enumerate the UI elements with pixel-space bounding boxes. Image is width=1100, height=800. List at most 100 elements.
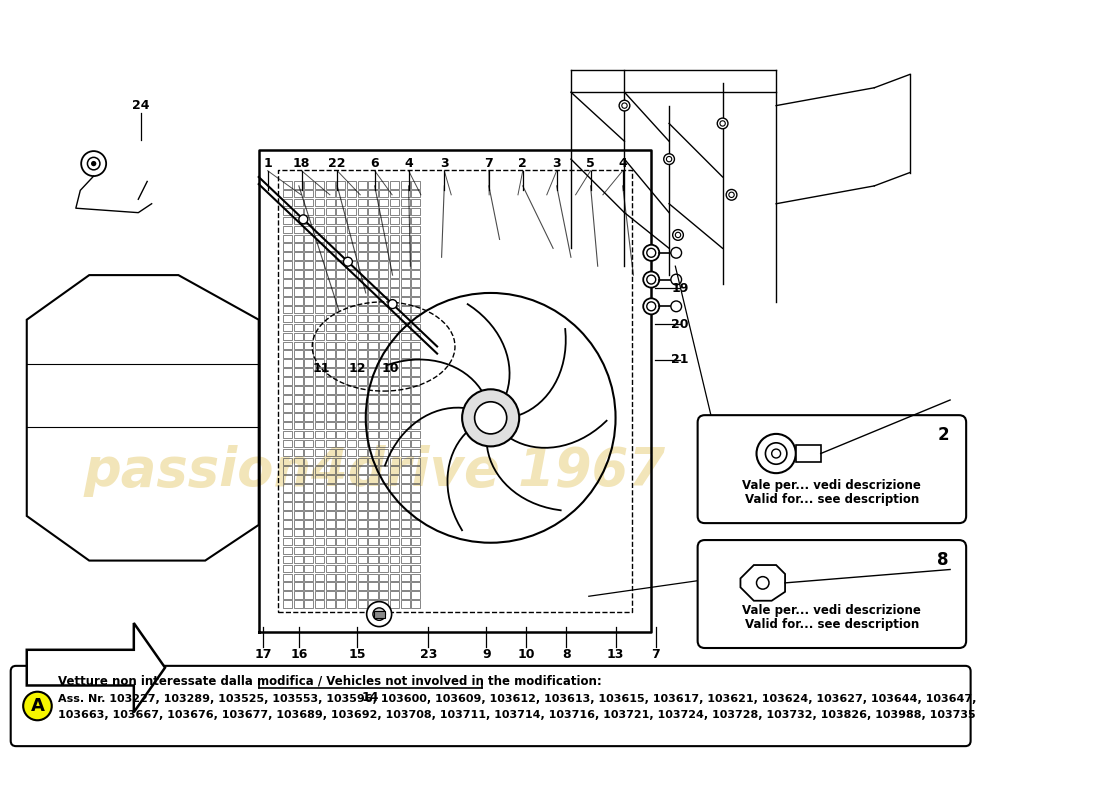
Bar — [337, 484, 345, 492]
Bar — [358, 422, 366, 430]
FancyBboxPatch shape — [697, 415, 966, 523]
Circle shape — [462, 390, 519, 446]
Bar — [326, 458, 334, 465]
Bar — [315, 270, 324, 278]
Bar — [389, 342, 399, 349]
Bar — [337, 181, 345, 189]
Bar — [294, 333, 302, 340]
Bar — [411, 342, 420, 349]
Bar — [315, 458, 324, 465]
Bar — [346, 333, 356, 340]
Bar — [389, 484, 399, 492]
Bar — [305, 306, 314, 314]
Text: passion4drive 1967: passion4drive 1967 — [84, 446, 666, 498]
Bar — [368, 413, 377, 421]
Bar — [315, 262, 324, 269]
Bar — [389, 324, 399, 331]
Bar — [294, 538, 302, 546]
Bar — [315, 208, 324, 215]
Bar — [294, 574, 302, 581]
Text: 10: 10 — [518, 648, 535, 661]
Bar — [294, 262, 302, 269]
Bar — [337, 466, 345, 474]
Bar — [368, 386, 377, 394]
Bar — [283, 404, 292, 411]
Bar — [305, 582, 314, 590]
Bar — [326, 368, 334, 376]
Bar — [400, 368, 409, 376]
Bar — [368, 404, 377, 411]
Bar — [346, 565, 356, 572]
Bar — [346, 270, 356, 278]
Bar — [315, 502, 324, 510]
Text: 17: 17 — [254, 648, 272, 661]
Bar — [283, 378, 292, 385]
Circle shape — [717, 118, 728, 129]
Bar — [389, 270, 399, 278]
Bar — [368, 565, 377, 572]
Bar — [400, 359, 409, 367]
Text: 13: 13 — [607, 648, 624, 661]
Bar — [294, 520, 302, 527]
Bar — [368, 430, 377, 438]
Bar — [326, 208, 334, 215]
Bar — [358, 262, 366, 269]
Bar — [358, 458, 366, 465]
Bar — [411, 243, 420, 251]
Text: 14: 14 — [362, 690, 380, 703]
Bar — [315, 252, 324, 260]
Bar — [283, 234, 292, 242]
Bar — [305, 199, 314, 206]
Bar — [400, 199, 409, 206]
Bar — [368, 422, 377, 430]
Bar — [305, 234, 314, 242]
Bar — [283, 288, 292, 296]
Bar — [346, 217, 356, 224]
Bar — [379, 600, 388, 608]
Bar — [326, 243, 334, 251]
Bar — [379, 458, 388, 465]
Bar — [326, 190, 334, 198]
Bar — [400, 440, 409, 447]
Bar — [358, 449, 366, 456]
Bar — [368, 440, 377, 447]
Bar — [326, 440, 334, 447]
Bar — [400, 279, 409, 286]
Bar — [389, 350, 399, 358]
Bar — [294, 430, 302, 438]
Bar — [379, 475, 388, 483]
Bar — [358, 368, 366, 376]
Text: 15: 15 — [348, 648, 365, 661]
Bar — [389, 511, 399, 518]
Bar — [283, 422, 292, 430]
Bar — [379, 520, 388, 527]
Bar — [305, 538, 314, 546]
Bar — [379, 217, 388, 224]
Bar — [411, 404, 420, 411]
Bar — [379, 306, 388, 314]
Bar — [358, 270, 366, 278]
Bar — [326, 333, 334, 340]
Bar — [294, 226, 302, 233]
Bar — [294, 350, 302, 358]
Bar — [411, 458, 420, 465]
Bar — [411, 430, 420, 438]
Bar — [379, 368, 388, 376]
Bar — [315, 574, 324, 581]
Bar — [283, 430, 292, 438]
Bar — [379, 582, 388, 590]
Bar — [411, 440, 420, 447]
Bar — [346, 556, 356, 563]
Bar — [379, 333, 388, 340]
Bar — [337, 591, 345, 599]
Bar — [326, 359, 334, 367]
Bar — [368, 208, 377, 215]
Bar — [315, 181, 324, 189]
Bar — [294, 217, 302, 224]
Bar — [305, 378, 314, 385]
Bar — [337, 422, 345, 430]
Bar — [315, 440, 324, 447]
Bar — [326, 538, 334, 546]
Bar — [315, 565, 324, 572]
Bar — [379, 252, 388, 260]
